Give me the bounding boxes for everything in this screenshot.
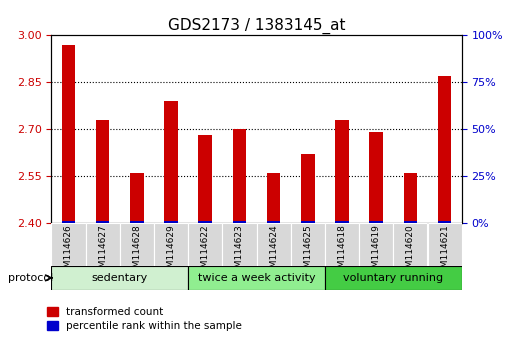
- Bar: [325, 223, 359, 266]
- Text: GSM114627: GSM114627: [98, 224, 107, 279]
- Bar: [335, 221, 349, 223]
- Bar: [301, 154, 314, 223]
- Bar: [291, 223, 325, 266]
- Text: GSM114629: GSM114629: [167, 224, 175, 279]
- Bar: [62, 221, 75, 223]
- Text: GSM114622: GSM114622: [201, 224, 210, 279]
- Bar: [164, 221, 178, 223]
- Bar: [438, 76, 451, 223]
- Bar: [438, 221, 451, 223]
- Text: GSM114625: GSM114625: [303, 224, 312, 279]
- Text: GSM114628: GSM114628: [132, 224, 141, 279]
- Text: GSM114620: GSM114620: [406, 224, 415, 279]
- Bar: [130, 173, 144, 223]
- Bar: [199, 136, 212, 223]
- Bar: [301, 221, 314, 223]
- Bar: [96, 120, 109, 223]
- Bar: [267, 173, 281, 223]
- Bar: [51, 266, 188, 290]
- Bar: [96, 221, 109, 223]
- Text: twice a week activity: twice a week activity: [198, 273, 315, 283]
- Bar: [188, 266, 325, 290]
- Text: GSM114618: GSM114618: [338, 224, 346, 279]
- Text: GSM114624: GSM114624: [269, 224, 278, 279]
- Bar: [232, 129, 246, 223]
- Bar: [404, 173, 417, 223]
- Bar: [256, 223, 291, 266]
- Title: GDS2173 / 1383145_at: GDS2173 / 1383145_at: [168, 18, 345, 34]
- Text: GSM114621: GSM114621: [440, 224, 449, 279]
- Bar: [86, 223, 120, 266]
- Bar: [427, 223, 462, 266]
- Text: sedentary: sedentary: [92, 273, 148, 283]
- Bar: [222, 223, 256, 266]
- Bar: [267, 221, 281, 223]
- Bar: [404, 221, 417, 223]
- Bar: [62, 45, 75, 223]
- Text: voluntary running: voluntary running: [343, 273, 443, 283]
- Bar: [130, 221, 144, 223]
- Text: GSM114619: GSM114619: [372, 224, 381, 279]
- Bar: [199, 221, 212, 223]
- Bar: [369, 132, 383, 223]
- Bar: [359, 223, 393, 266]
- Text: GSM114626: GSM114626: [64, 224, 73, 279]
- Bar: [154, 223, 188, 266]
- Bar: [188, 223, 222, 266]
- Bar: [232, 221, 246, 223]
- Bar: [393, 223, 427, 266]
- Text: protocol: protocol: [8, 273, 53, 283]
- Bar: [164, 101, 178, 223]
- Legend: transformed count, percentile rank within the sample: transformed count, percentile rank withi…: [46, 306, 243, 332]
- Bar: [369, 221, 383, 223]
- Bar: [51, 223, 86, 266]
- Bar: [120, 223, 154, 266]
- Bar: [325, 266, 462, 290]
- Text: GSM114623: GSM114623: [235, 224, 244, 279]
- Bar: [335, 120, 349, 223]
